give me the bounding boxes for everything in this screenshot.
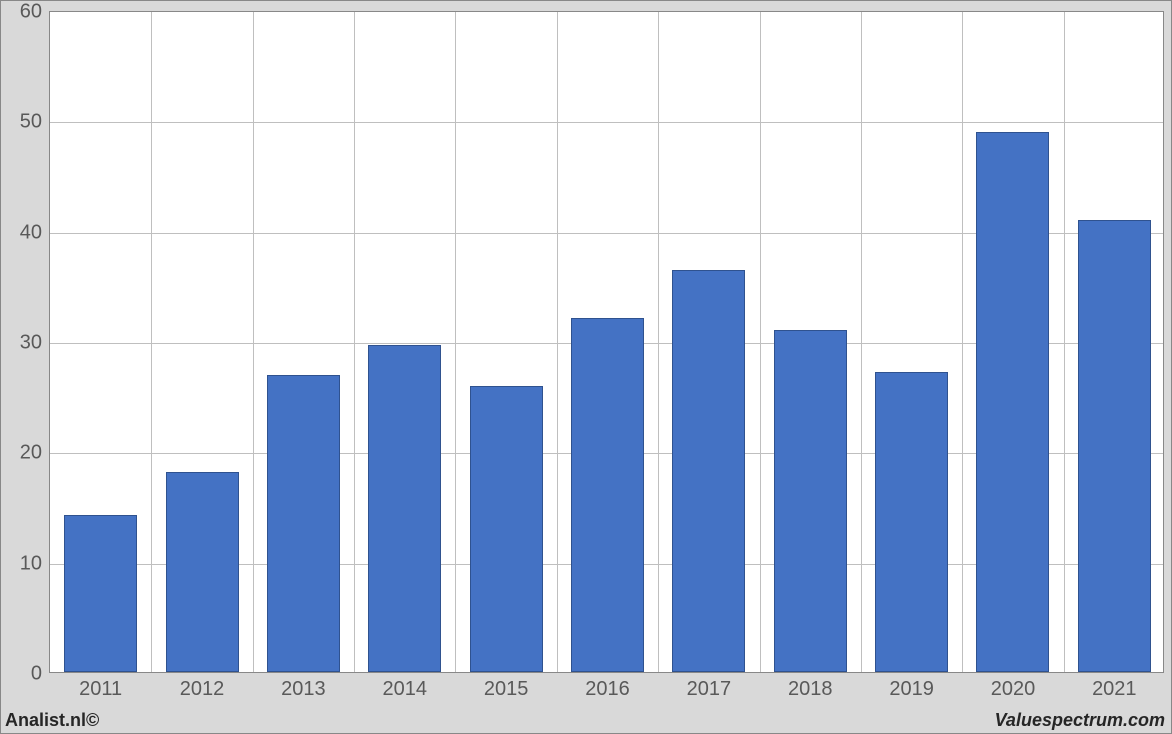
xtick-label: 2017	[687, 672, 732, 701]
xtick-label: 2021	[1092, 672, 1137, 701]
bar	[875, 372, 948, 672]
bar	[470, 386, 543, 672]
ytick-label: 40	[20, 221, 50, 244]
gridline-v	[455, 12, 456, 672]
bar	[672, 270, 745, 672]
ytick-label: 50	[20, 111, 50, 134]
bar	[267, 375, 340, 672]
gridline-v	[861, 12, 862, 672]
bar	[368, 345, 441, 672]
gridline-v	[253, 12, 254, 672]
ytick-label: 0	[31, 663, 50, 686]
plot-frame: 0102030405060201120122013201420152016201…	[49, 11, 1164, 673]
gridline-v	[354, 12, 355, 672]
ytick-label: 30	[20, 332, 50, 355]
xtick-label: 2013	[281, 672, 326, 701]
gridline-v	[1064, 12, 1065, 672]
footer-left: Analist.nl©	[5, 710, 99, 731]
bar	[571, 318, 644, 672]
xtick-label: 2016	[585, 672, 630, 701]
gridline-h	[50, 122, 1163, 123]
bar	[774, 330, 847, 672]
xtick-label: 2018	[788, 672, 833, 701]
plot-area: 0102030405060201120122013201420152016201…	[50, 12, 1163, 672]
gridline-v	[151, 12, 152, 672]
xtick-label: 2012	[180, 672, 225, 701]
footer-right: Valuespectrum.com	[995, 710, 1165, 731]
gridline-v	[658, 12, 659, 672]
xtick-label: 2015	[484, 672, 529, 701]
xtick-label: 2014	[383, 672, 428, 701]
gridline-v	[557, 12, 558, 672]
xtick-label: 2020	[991, 672, 1036, 701]
gridline-v	[962, 12, 963, 672]
bar	[64, 515, 137, 672]
ytick-label: 20	[20, 442, 50, 465]
ytick-label: 60	[20, 1, 50, 24]
bar	[1078, 220, 1151, 672]
ytick-label: 10	[20, 552, 50, 575]
gridline-v	[760, 12, 761, 672]
xtick-label: 2019	[889, 672, 934, 701]
bar	[976, 132, 1049, 672]
bar	[166, 472, 239, 672]
xtick-label: 2011	[79, 672, 122, 701]
